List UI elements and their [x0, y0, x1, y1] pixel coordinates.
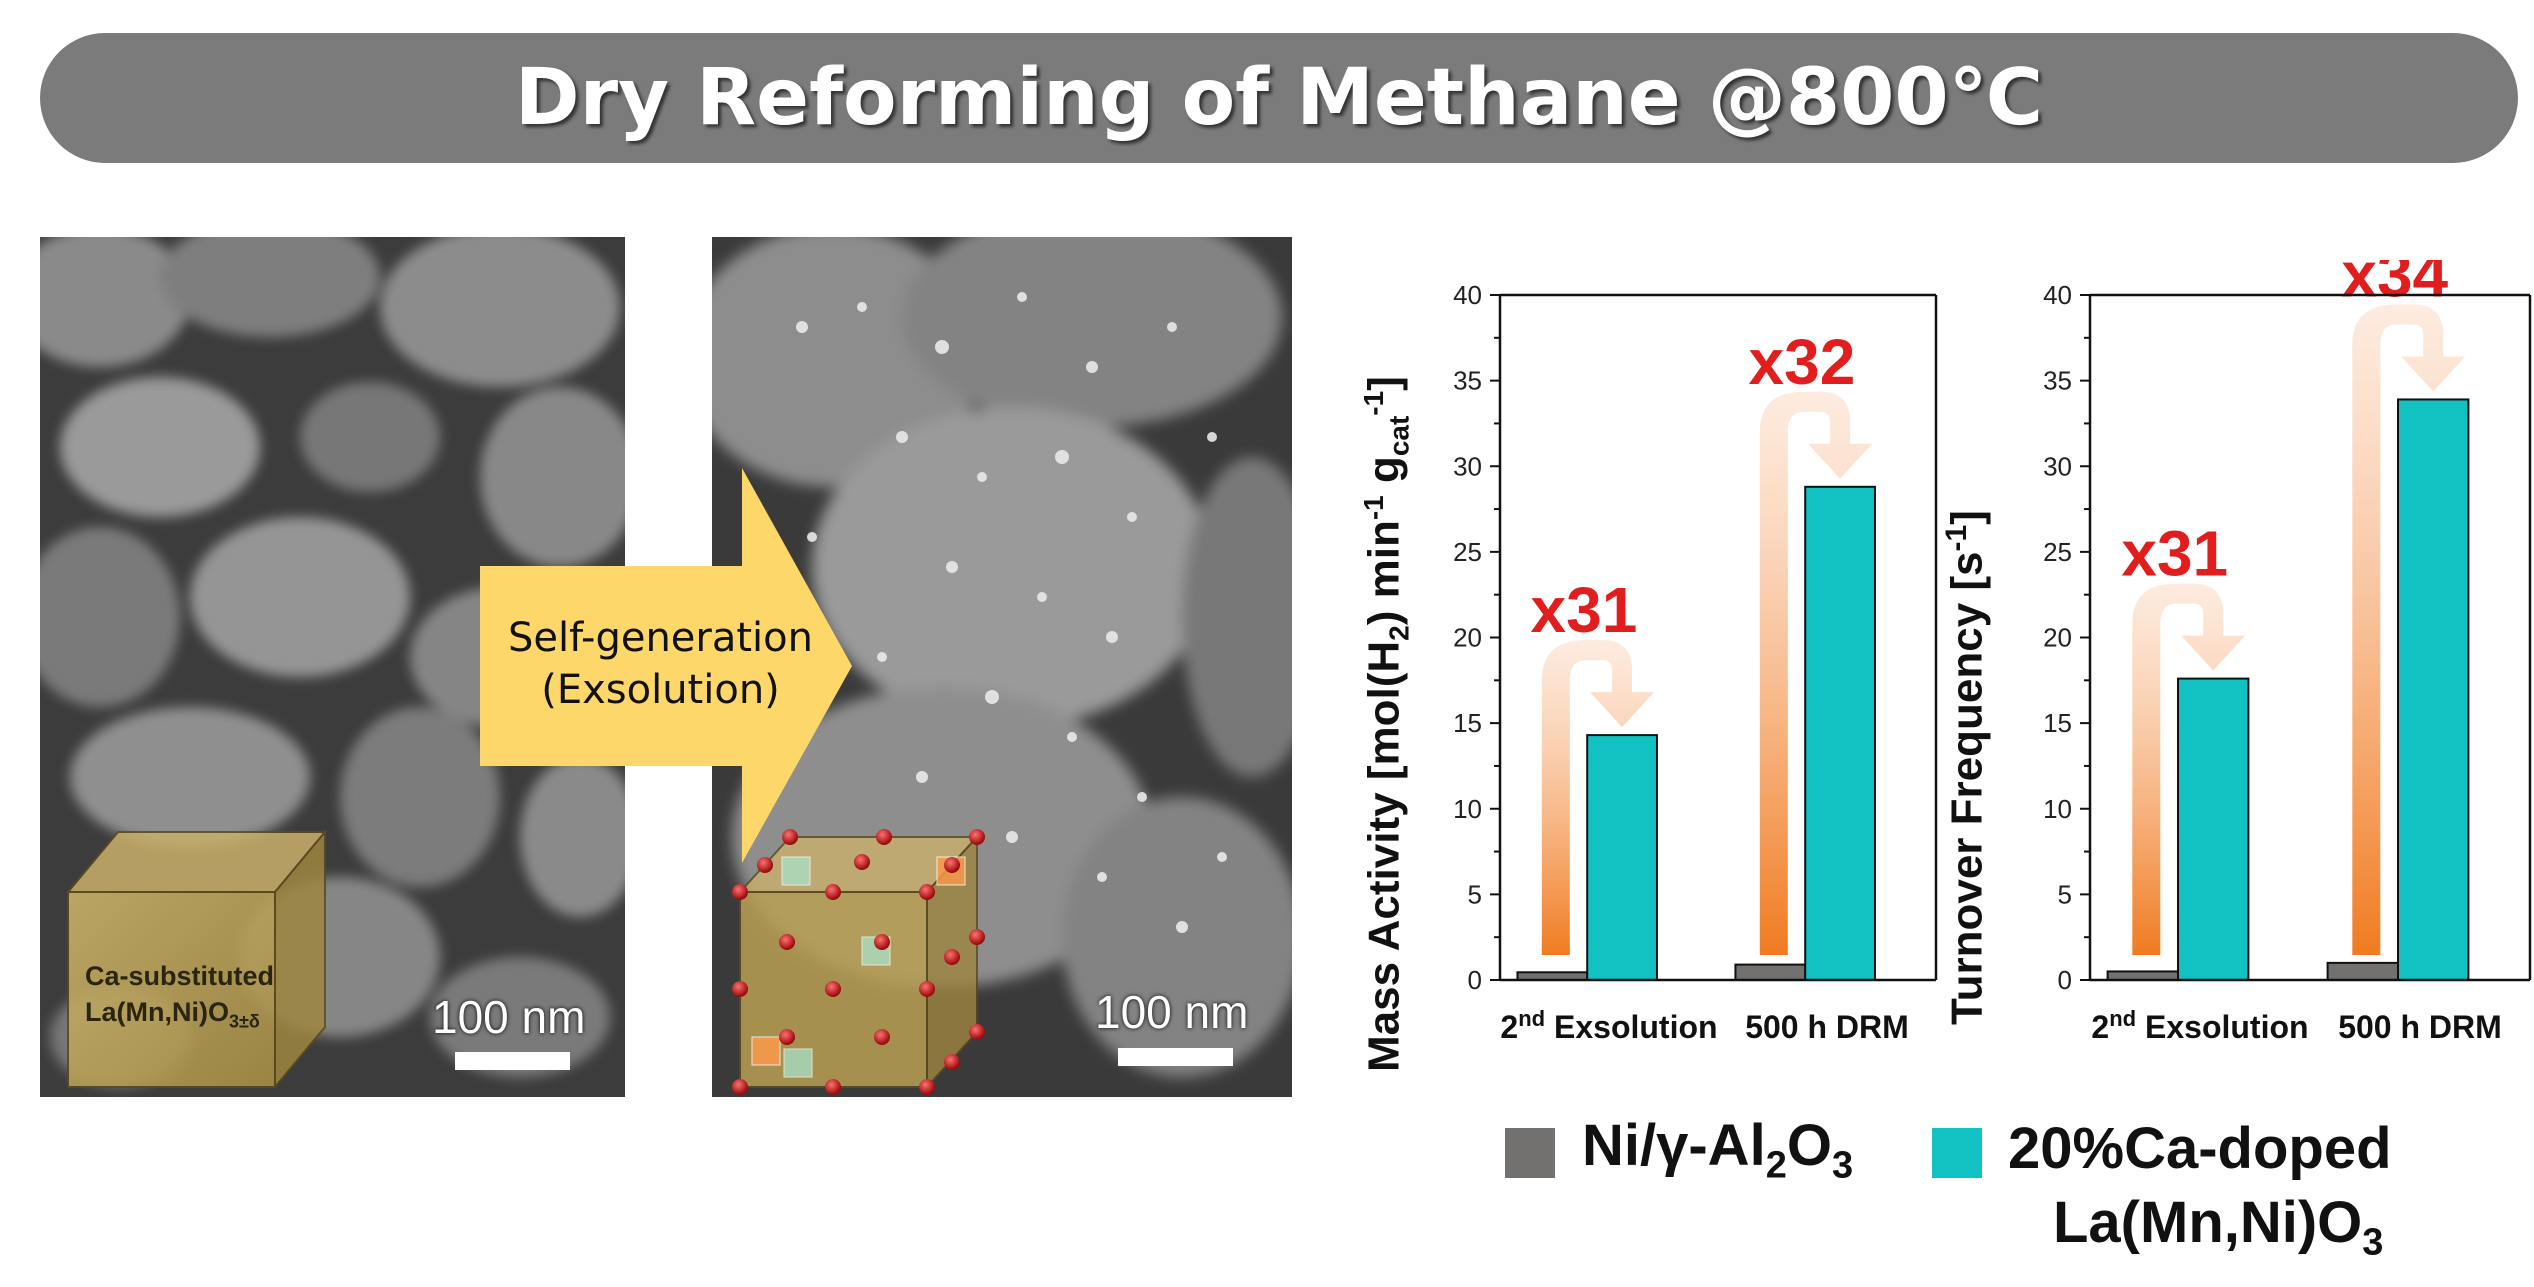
- bar-ni: [2326, 961, 2400, 981]
- y-tick-label: 5: [1468, 879, 1482, 909]
- y-tick-label: 10: [1453, 794, 1482, 824]
- chart-mass-activity: 0 5 10 15 20 25 30 35 40 x31 2nd Exsolution x32 500 …: [1453, 280, 1938, 1045]
- y-tick-label: 35: [1453, 366, 1482, 396]
- chart1-ylabel: Mass Activity [mol(H2) min-1 gcat-1]: [1358, 376, 1415, 1072]
- y-tick-label: 10: [2043, 794, 2072, 824]
- bar-ni: [2106, 970, 2179, 981]
- legend-swatch-ni: [1505, 1128, 1555, 1178]
- sem-image-after: [712, 237, 1292, 1097]
- scale-bar-right: [1118, 1048, 1233, 1066]
- multiplier-label: x31: [2121, 518, 2228, 590]
- multiplier-label: x32: [1749, 326, 1856, 398]
- bar-ca: [1804, 485, 1876, 982]
- multiplier-arrow: [1541, 640, 1655, 955]
- y-tick-label: 30: [2043, 451, 2072, 481]
- legend-label-ni: Ni/γ-Al2O3: [1582, 1113, 1854, 1187]
- process-arrow: [480, 468, 852, 863]
- y-tick-label: 15: [1453, 708, 1482, 738]
- scale-bar-label-left: 100 nm: [432, 991, 586, 1043]
- multiplier-arrow: [2352, 304, 2466, 955]
- multiplier-arrow: [2132, 583, 2246, 955]
- bar-ca: [1586, 734, 1658, 981]
- cube-caption-line1: Ca-substituted: [85, 961, 274, 991]
- legend-label-ca-line1: 20%Ca-doped: [2008, 1116, 2392, 1181]
- legend-label-ca-line2: La(Mn,Ni)O3: [2053, 1190, 2384, 1264]
- y-tick-label: 20: [1453, 623, 1482, 653]
- y-tick-label: 0: [1468, 965, 1482, 995]
- y-tick-label: 30: [1453, 451, 1482, 481]
- arrow-label-line2: (Exsolution): [541, 667, 780, 713]
- chart-turnover-frequency: 0 5 10 15 20 25 30 35 40 x31 2nd Exsolution x34 500 …: [2043, 260, 2532, 1045]
- y-tick-label: 15: [2043, 708, 2072, 738]
- arrow-label: Self-generation (Exsolution): [488, 612, 833, 716]
- x-category-label: 500 h DRM: [2338, 1009, 2502, 1045]
- legend-label-ca: 20%Ca-doped La(Mn,Ni)O3: [2008, 1112, 2392, 1280]
- cube-caption-line2: La(Mn,Ni)O3±δ: [85, 997, 260, 1032]
- x-category-label: 2nd Exsolution: [2091, 1006, 2308, 1045]
- y-tick-label: 40: [1453, 280, 1482, 310]
- cube-caption: Ca-substituted La(Mn,Ni)O3±δ: [85, 958, 274, 1039]
- scale-bar-label-right: 100 nm: [1095, 986, 1249, 1038]
- title-banner: Dry Reforming of Methane @800℃: [40, 33, 2518, 163]
- multiplier-label: x31: [1531, 574, 1638, 646]
- bar-ca: [2397, 398, 2470, 981]
- banner-title: Dry Reforming of Methane @800℃: [514, 53, 2044, 143]
- scale-bar-left: [455, 1052, 570, 1070]
- y-tick-label: 25: [2043, 537, 2072, 567]
- bar-ni: [1734, 963, 1807, 982]
- y-tick-label: 40: [2043, 280, 2072, 310]
- bar-ca: [2177, 677, 2250, 981]
- legend-swatch-ca: [1932, 1128, 1982, 1178]
- multiplier-label: x34: [2341, 260, 2448, 310]
- y-tick-label: 20: [2043, 623, 2072, 653]
- sem-image-before: [40, 237, 625, 1097]
- y-tick-label: 0: [2058, 965, 2072, 995]
- multiplier-arrow: [1759, 391, 1873, 955]
- y-tick-label: 25: [1453, 537, 1482, 567]
- x-category-label: 2nd Exsolution: [1500, 1006, 1717, 1045]
- x-category-label: 500 h DRM: [1745, 1009, 1909, 1045]
- y-tick-label: 35: [2043, 366, 2072, 396]
- y-tick-label: 5: [2058, 879, 2072, 909]
- arrow-label-line1: Self-generation: [508, 615, 813, 661]
